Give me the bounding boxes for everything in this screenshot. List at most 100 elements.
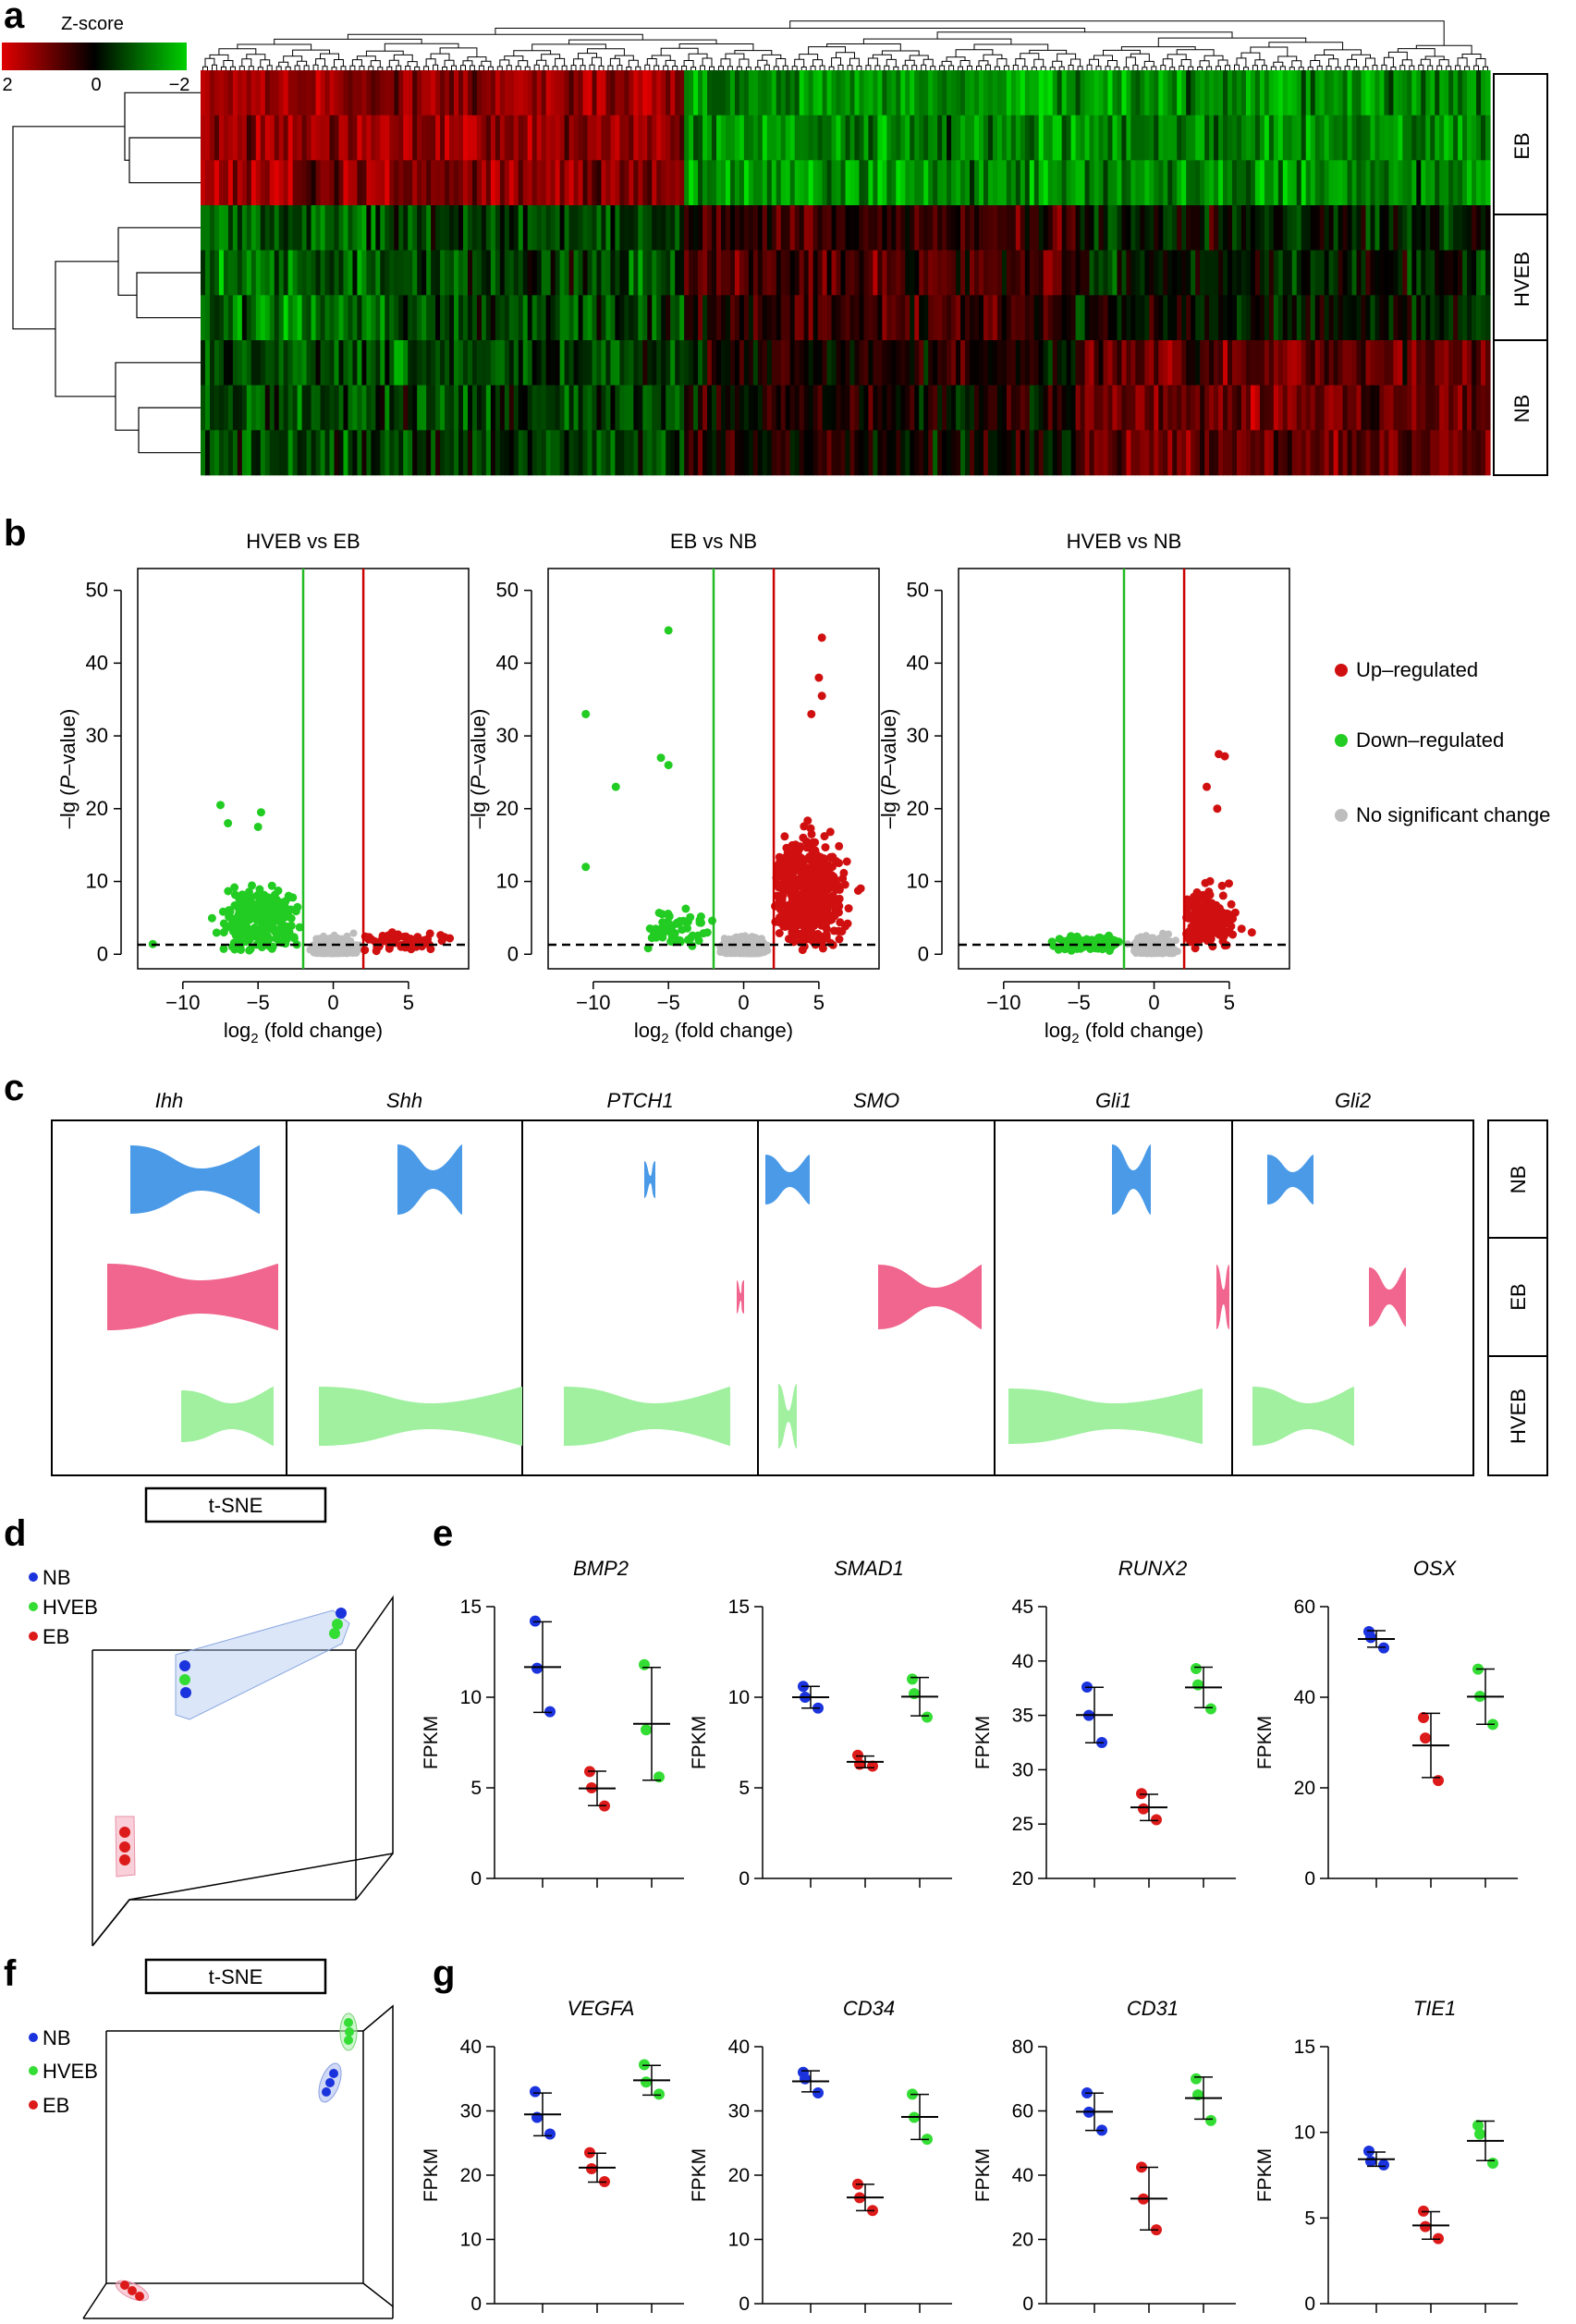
heatmap-cell	[513, 385, 519, 431]
heatmap-cell	[1384, 385, 1389, 431]
heatmap-cell	[965, 70, 971, 116]
heatmap-cell	[1453, 205, 1459, 251]
heatmap-cell	[712, 430, 717, 476]
heatmap-cell	[873, 160, 878, 206]
volcano-x-tick-label: 5	[813, 991, 825, 1014]
volcano-point-down	[682, 918, 691, 927]
heatmap-cell	[1001, 430, 1008, 476]
heatmap-cell	[1361, 115, 1367, 161]
heatmap-cell	[707, 205, 713, 251]
heatmap-cell	[610, 430, 616, 476]
heatmap-cell	[550, 70, 556, 116]
heatmap-cell	[661, 295, 666, 341]
heatmap-cell	[408, 385, 413, 431]
volcano-point-up	[856, 884, 865, 893]
volcano-point-ns	[761, 948, 769, 956]
heatmap-cell	[536, 70, 543, 116]
heatmap-cell	[568, 160, 575, 206]
heatmap-cell	[845, 430, 851, 476]
heatmap-cell	[490, 160, 496, 206]
heatmap-cell	[794, 115, 800, 161]
heatmap-cell	[385, 295, 390, 341]
heatmap-cell	[845, 205, 851, 251]
heatmap-cell	[799, 340, 805, 385]
heatmap-cell	[1020, 340, 1026, 385]
heatmap-cell	[1338, 115, 1344, 161]
heatmap-cell	[371, 385, 376, 431]
heatmap-cell	[886, 295, 892, 341]
heatmap-cell	[1010, 70, 1017, 116]
heatmap-cell	[1218, 160, 1224, 206]
heatmap-cell	[978, 430, 984, 476]
heatmap-cell	[1117, 115, 1123, 161]
heatmap-cell	[274, 295, 280, 341]
heatmap-cell	[1347, 250, 1353, 296]
heatmap-cell	[987, 205, 994, 251]
heatmap-cell	[324, 250, 331, 296]
heatmap-cell	[849, 340, 856, 385]
heatmap-cell	[320, 70, 326, 116]
heatmap-cell	[568, 385, 575, 431]
heatmap-cell	[334, 115, 340, 161]
heatmap-cell	[324, 340, 331, 385]
heatmap-cell	[578, 115, 584, 161]
heatmap-cell	[789, 430, 796, 476]
heatmap-cell	[531, 115, 538, 161]
heatmap-cell	[1121, 295, 1128, 341]
heatmap-cell	[1140, 295, 1145, 341]
heatmap-cell	[1402, 430, 1408, 476]
heatmap-cell	[854, 385, 861, 431]
heatmap-cell	[1411, 160, 1417, 206]
heatmap-cell	[375, 160, 381, 206]
heatmap-cell	[1140, 250, 1145, 296]
heatmap-cell	[896, 295, 901, 341]
heatmap-cell	[679, 115, 685, 161]
heatmap-cell	[255, 295, 262, 341]
heatmap-cell	[1107, 250, 1114, 296]
heatmap-cell	[499, 250, 506, 296]
heatmap-cell	[863, 295, 870, 341]
heatmap-cell	[1112, 385, 1118, 431]
heatmap-cell	[398, 70, 404, 116]
heatmap-cell	[366, 295, 372, 341]
heatmap-cell	[987, 250, 994, 296]
heatmap-cell	[223, 250, 229, 296]
heatmap-cell	[1107, 205, 1114, 251]
heatmap-cell	[840, 250, 847, 296]
heatmap-cell	[891, 70, 897, 116]
heatmap-cell	[573, 115, 580, 161]
heatmap-cell	[1402, 205, 1408, 251]
heatmap-cell	[592, 250, 598, 296]
heatmap-cell	[334, 295, 340, 341]
heatmap-cell	[1149, 430, 1155, 476]
heatmap-cell	[725, 160, 731, 206]
heatmap-cell	[541, 430, 547, 476]
heatmap-cell	[536, 250, 543, 296]
heatmap-cell	[900, 295, 906, 341]
heatmap-cell	[1439, 385, 1445, 431]
heatmap-cell	[1098, 160, 1105, 206]
heatmap-cell	[928, 385, 934, 431]
heatmap-cell	[440, 115, 446, 161]
heatmap-cell	[1435, 205, 1440, 251]
heatmap-cell	[1435, 430, 1440, 476]
heatmap-cell	[638, 160, 643, 206]
heatmap-cell	[642, 160, 648, 206]
heatmap-cell	[1444, 70, 1449, 116]
heatmap-cell	[661, 70, 666, 116]
heatmap-cell	[896, 385, 901, 431]
heatmap-cell	[1291, 430, 1298, 476]
heatmap-cell	[757, 160, 764, 206]
heatmap-cell	[854, 205, 861, 251]
heatmap-cell	[324, 205, 331, 251]
heatmap-cell	[1384, 295, 1389, 341]
heatmap-cell	[481, 70, 487, 116]
heatmap-cell	[1117, 250, 1123, 296]
heatmap-cell	[536, 385, 543, 431]
heatmap-cell	[978, 295, 984, 341]
heatmap-cell	[1462, 250, 1468, 296]
heatmap-cell	[1144, 115, 1150, 161]
heatmap-cell	[808, 160, 814, 206]
heatmap-cell	[338, 70, 345, 116]
heatmap-cell	[550, 160, 556, 206]
